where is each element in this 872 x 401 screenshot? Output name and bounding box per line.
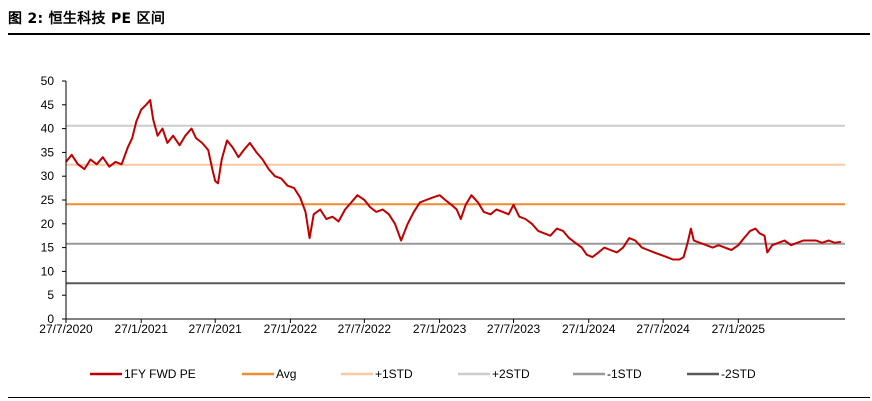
legend-label: +2STD [492,367,530,381]
y-tick-label: 45 [41,98,55,112]
y-tick-label: 15 [41,241,55,255]
x-tick-label: 27/7/2022 [338,322,392,336]
reference-lines [66,124,845,285]
legend-label: Avg [276,367,296,381]
legend-label: +1STD [375,367,413,381]
series-layer [65,99,842,261]
axes: 0 5 10 15 20 25 30 35 40 45 50 27/7/2020 27/1/2021 27… [39,74,845,336]
top-rule [8,33,870,35]
x-tick-label: 27/1/2024 [562,322,616,336]
x-tick-label: 27/1/2021 [115,322,169,336]
legend-label: 1FY FWD PE [124,367,196,381]
x-tick-label: 27/7/2023 [487,322,541,336]
figure-header: 图 2: 恒生科技 PE 区间 [8,6,868,30]
y-tick-label: 10 [41,264,55,278]
figure-title: 图 2: 恒生科技 PE 区间 [8,11,166,27]
x-tick-label: 27/7/2020 [39,322,93,336]
y-tick-label: 30 [41,169,55,183]
legend-label: -2STD [721,367,756,381]
legend: 1FY FWD PE Avg +1STD +2STD -1STD -2STD [90,367,756,381]
x-tick-label: 27/7/2021 [188,322,242,336]
x-tick-label: 27/1/2023 [413,322,467,336]
bottom-rule [8,397,870,398]
series-line-pe [65,99,842,261]
y-tick-label: 0 [47,312,54,326]
y-tick-label: 20 [41,217,55,231]
y-tick-label: 5 [47,288,54,302]
y-tick-label: 25 [41,193,55,207]
legend-label: -1STD [607,367,642,381]
x-tick-label: 27/1/2022 [264,322,318,336]
y-tick-label: 50 [41,74,55,88]
y-tick-label: 40 [41,122,55,136]
x-tick-label: 27/1/2025 [712,322,766,336]
x-tick-label: 27/7/2024 [636,322,690,336]
y-tick-label: 35 [41,145,55,159]
